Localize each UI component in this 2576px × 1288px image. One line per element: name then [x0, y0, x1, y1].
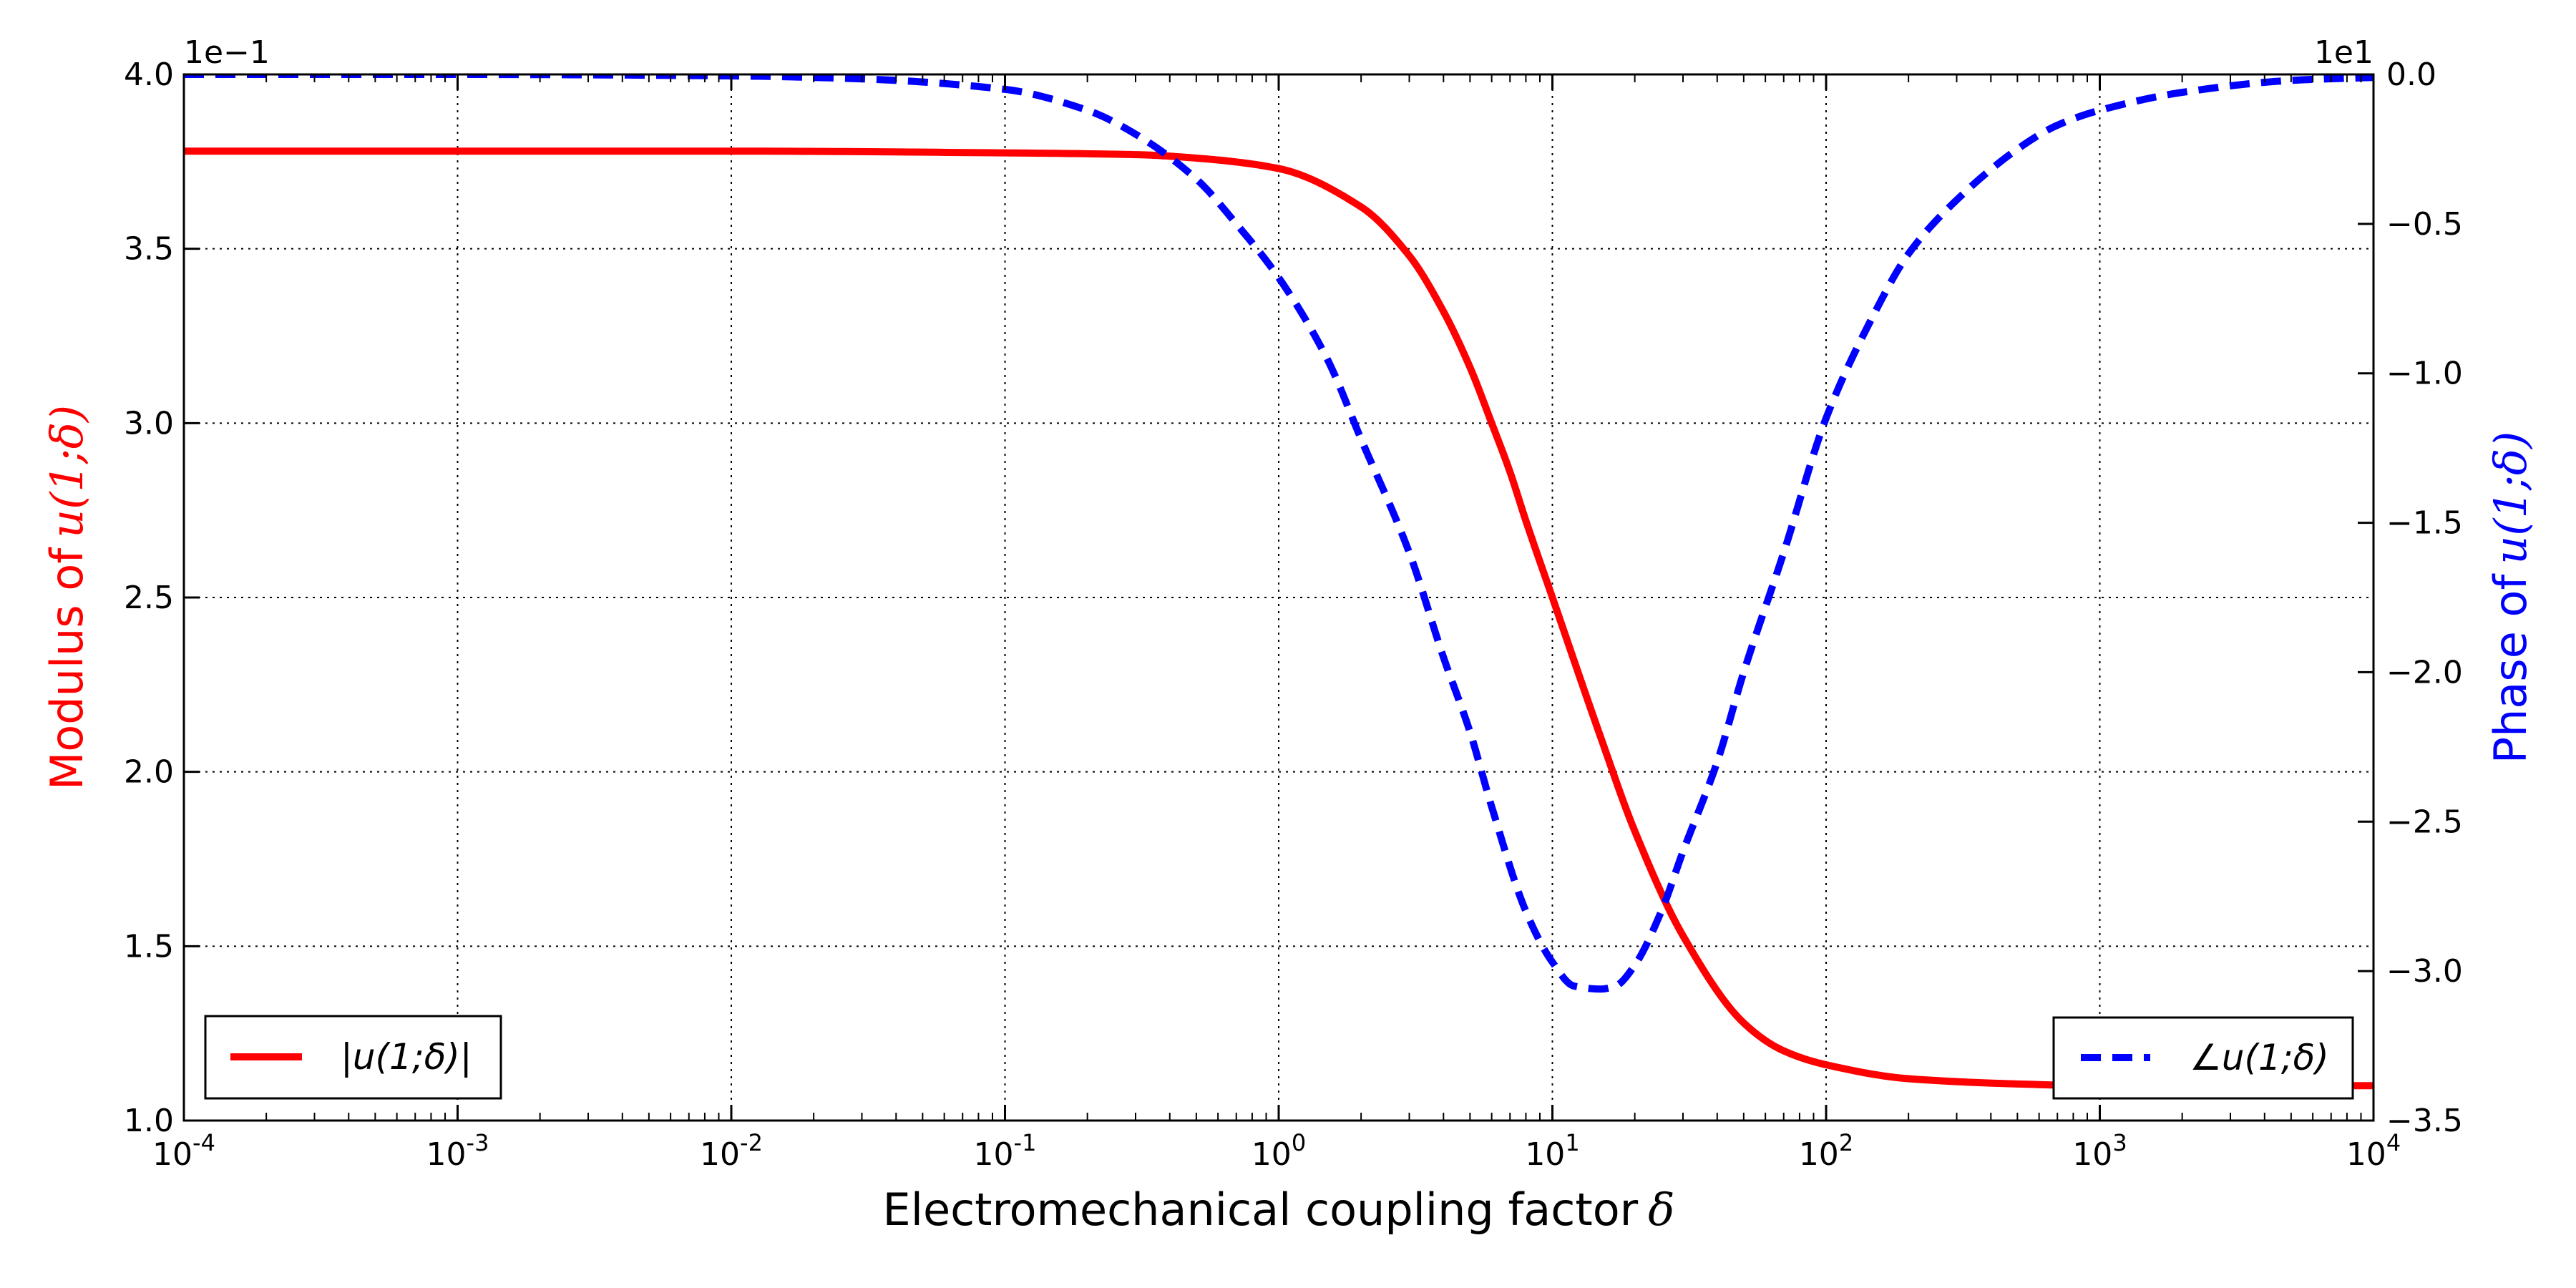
x-tick-label: 101	[1525, 1129, 1579, 1173]
left-y-tick-label: 1.0	[124, 1103, 174, 1139]
left-axis-label-math: u(1;δ)	[41, 405, 93, 538]
right-y-tick-label: −2.0	[2386, 654, 2463, 691]
right-y-tick-label: −2.5	[2386, 804, 2463, 840]
right-y-tick-label: −3.5	[2386, 1103, 2463, 1139]
legend-phase-label: ∠u(1;δ)	[2190, 1037, 2329, 1078]
tick-labels: 10-4 10-3 10-2 10-1 100 101 102 103 104 1.0 1.5 2.0…	[124, 57, 2463, 1173]
right-y-tick-label: −0.5	[2386, 206, 2463, 243]
tick-marks	[182, 73, 2375, 1122]
left-y-tick-label: 2.5	[124, 580, 174, 616]
series-modulus-line	[184, 147, 2373, 1090]
x-tick-label: 100	[1252, 1129, 1306, 1173]
right-offset-text: 1e1	[2314, 34, 2373, 71]
series-layer	[184, 74, 2373, 1090]
right-axis-label-math: u(1;δ)	[2484, 431, 2537, 565]
right-y-tick-label: −1.0	[2386, 356, 2463, 392]
x-axis-label-text: Electromechanical coupling factor	[883, 1184, 1639, 1236]
left-axis-label: Modulus of u(1;δ)	[41, 405, 93, 790]
x-tick-label: 102	[1799, 1129, 1853, 1173]
left-axis-label-text: Modulus of	[41, 547, 93, 791]
legend-phase-frame	[2052, 1016, 2354, 1100]
x-tick-label: 103	[2072, 1129, 2127, 1173]
right-y-tick-label: −1.5	[2386, 505, 2463, 542]
left-y-tick-label: 3.0	[124, 405, 174, 441]
series-phase-line	[184, 74, 2373, 993]
legend-modulus: |u(1;δ)|	[204, 1015, 502, 1100]
x-tick-label: 104	[2346, 1129, 2401, 1173]
right-axis-label: Phase of u(1;δ)	[2484, 431, 2537, 764]
left-offset-text: 1e−1	[184, 34, 270, 71]
legend-modulus-label: |u(1;δ)|	[341, 1036, 472, 1078]
x-tick-label: 10-2	[700, 1129, 763, 1173]
x-axis-label: Electromechanical coupling factor δ	[883, 1184, 1675, 1236]
x-tick-label: 10-1	[974, 1129, 1037, 1173]
right-y-tick-label: 0.0	[2386, 57, 2436, 93]
x-tick-label: 10-4	[152, 1129, 215, 1173]
legend-phase: ∠u(1;δ)	[2052, 1016, 2354, 1100]
left-y-tick-label: 4.0	[124, 57, 174, 93]
x-axis-label-symbol: δ	[1648, 1184, 1674, 1236]
left-y-tick-label: 2.0	[124, 754, 174, 791]
right-axis-label-text: Phase of	[2484, 573, 2537, 764]
left-y-tick-label: 1.5	[124, 928, 174, 965]
left-y-tick-label: 3.5	[124, 231, 174, 268]
x-tick-label: 10-3	[426, 1129, 489, 1173]
right-y-tick-label: −3.0	[2386, 953, 2463, 990]
